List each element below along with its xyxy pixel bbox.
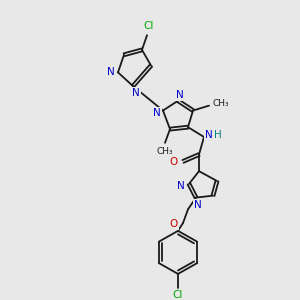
Text: Cl: Cl (173, 290, 183, 300)
Text: N: N (176, 90, 184, 100)
Text: N: N (205, 130, 213, 140)
Text: Cl: Cl (144, 21, 154, 32)
Text: N: N (132, 88, 140, 98)
Text: CH₃: CH₃ (213, 99, 229, 108)
Text: CH₃: CH₃ (157, 147, 173, 156)
Text: N: N (107, 68, 115, 77)
Text: O: O (170, 158, 178, 167)
Text: O: O (170, 219, 178, 229)
Text: H: H (214, 130, 222, 140)
Text: N: N (153, 109, 161, 118)
Text: N: N (194, 200, 202, 210)
Text: N: N (177, 181, 185, 191)
